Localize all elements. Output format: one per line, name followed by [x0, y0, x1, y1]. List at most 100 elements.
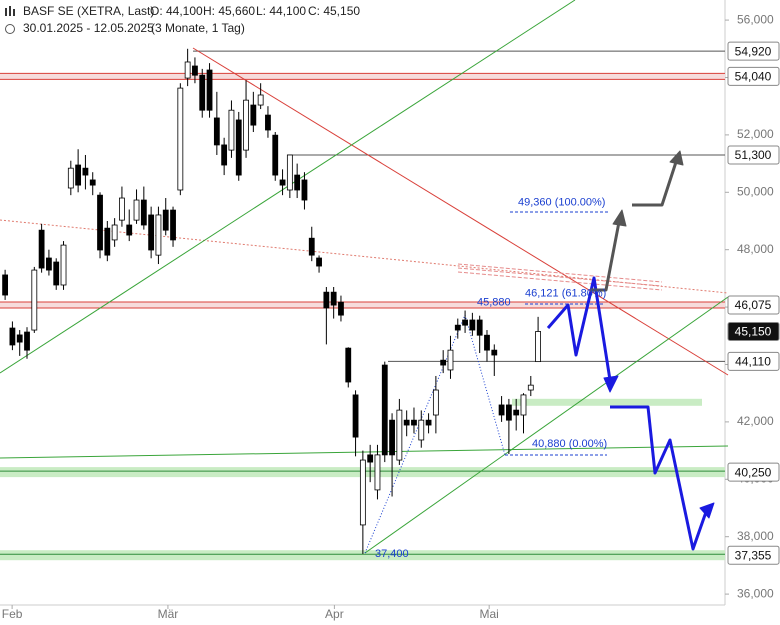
candle-body	[389, 419, 395, 456]
candle-body	[330, 291, 337, 306]
candle-body	[345, 347, 352, 383]
candle-body	[286, 154, 293, 191]
ohlc: C: 45,150	[308, 4, 360, 18]
candle-body	[89, 179, 96, 186]
candle-body	[301, 179, 308, 201]
x-tick-label: Mär	[158, 607, 179, 621]
fib-label: 46,121 (61.80%)	[525, 288, 606, 300]
candle-body	[396, 409, 403, 461]
candle-body	[513, 409, 520, 416]
candle-body	[75, 164, 82, 186]
candle-body	[374, 454, 381, 491]
arrow-head	[669, 150, 684, 166]
price-box	[727, 321, 780, 341]
candle-body	[403, 419, 410, 426]
candle-body	[352, 394, 359, 438]
price-level	[0, 301, 725, 308]
y-tick-label: 50,000	[737, 184, 774, 198]
candle-body	[133, 199, 140, 221]
candle-body	[60, 244, 67, 286]
trend-line-green	[364, 296, 729, 554]
price-box	[727, 545, 780, 565]
candle-body	[228, 109, 235, 151]
projection-path	[590, 221, 621, 292]
candle-body	[381, 364, 388, 456]
candle-body	[184, 61, 191, 79]
candle-body	[140, 199, 147, 226]
candle-body	[308, 237, 315, 256]
y-tick-label: 38,000	[737, 529, 774, 543]
price-label: 44,110	[735, 355, 771, 369]
price-label: 54,920	[735, 44, 772, 58]
candle-body	[447, 349, 454, 371]
candle-body	[126, 224, 133, 236]
ohlc: O: 44,100	[150, 4, 203, 18]
candle-body	[162, 209, 169, 231]
candle-body	[520, 394, 527, 416]
candle-body	[498, 404, 505, 416]
projection-path	[546, 276, 612, 381]
candle-body	[2, 274, 9, 296]
arrow-head	[612, 209, 627, 227]
fib-label: 40,880 (0.00%)	[532, 438, 607, 450]
y-tick-label: 56,000	[737, 12, 774, 26]
price-label: 40,250	[735, 465, 772, 479]
candle-body	[272, 134, 279, 176]
candle-body	[213, 117, 220, 146]
price-box	[727, 66, 780, 86]
candle-body	[235, 119, 242, 176]
price-box	[727, 351, 780, 371]
fib-label: 37,400	[375, 548, 409, 560]
x-tick-label: Mai	[480, 607, 499, 621]
candle-body	[323, 291, 330, 309]
price-label: 54,040	[735, 70, 772, 84]
y-tick-label: 52,000	[737, 127, 774, 141]
candle-body	[111, 224, 118, 241]
x-tick-label: Feb	[2, 607, 23, 621]
price-box	[727, 41, 780, 61]
candle-body	[243, 99, 249, 151]
candle-body	[411, 419, 417, 426]
candle-body	[505, 404, 512, 421]
candle-body	[469, 319, 476, 331]
price-level	[0, 550, 725, 561]
price-box	[727, 145, 780, 165]
candle-body	[359, 459, 366, 526]
candle-body	[454, 324, 461, 331]
price-label: 51,300	[735, 148, 772, 162]
candle-body	[367, 454, 374, 463]
candle-body	[67, 167, 74, 189]
arrow-head	[699, 502, 715, 519]
candle-body	[206, 69, 213, 111]
candle-body	[294, 174, 301, 191]
candle-body	[9, 327, 16, 346]
fib-label: 45,880	[477, 296, 511, 308]
candle-body	[97, 194, 103, 251]
header: BASF SE (XETRA, Last) O: 44,100 H: 45,66…	[5, 4, 360, 35]
candle-body	[155, 214, 162, 256]
price-box	[727, 295, 780, 315]
channel-line	[457, 263, 663, 283]
ohlc: H: 45,660	[203, 4, 255, 18]
candle-body	[535, 331, 541, 363]
fib-line	[364, 314, 466, 554]
candle-body	[440, 359, 447, 366]
price-level	[0, 73, 725, 80]
candle-body	[148, 214, 155, 251]
candle-body	[199, 74, 206, 111]
fib-line	[464, 314, 506, 456]
fib-label: 49,360 (100.00%)	[518, 197, 605, 209]
candle-body	[221, 144, 228, 166]
clock-icon	[5, 24, 15, 34]
candle-body	[31, 269, 38, 331]
channel-line	[457, 271, 663, 291]
candle-body	[432, 389, 439, 416]
y-tick-label: 36,000	[737, 586, 774, 600]
trend-line-red	[192, 47, 729, 376]
projection-path	[632, 161, 678, 207]
candle-body	[119, 197, 125, 221]
channel	[457, 263, 663, 291]
candle-body	[265, 114, 271, 131]
candle-body	[82, 167, 89, 176]
